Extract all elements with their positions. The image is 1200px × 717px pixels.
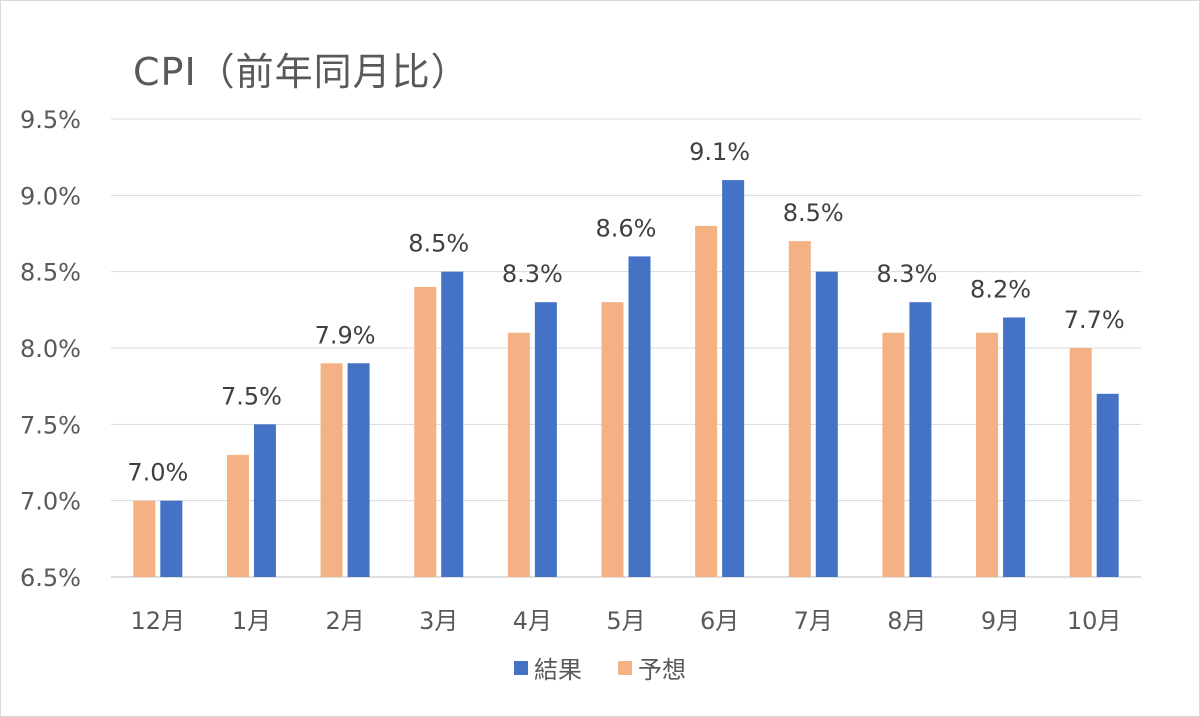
x-tick-label: 8月 <box>887 607 926 635</box>
data-label: 8.2% <box>970 275 1031 303</box>
y-tick-label: 9.0% <box>20 182 81 210</box>
bar-forecast <box>414 286 437 577</box>
x-tick-label: 6月 <box>700 607 739 635</box>
bar-forecast <box>226 454 249 577</box>
y-tick-label: 6.5% <box>20 564 81 592</box>
bar-forecast <box>507 332 530 577</box>
bar-forecast <box>788 241 811 577</box>
bar-actual <box>160 500 183 577</box>
data-label: 7.5% <box>221 382 282 410</box>
y-tick-label: 8.0% <box>20 335 81 363</box>
x-tick-label: 5月 <box>606 607 645 635</box>
x-tick-label: 1月 <box>232 607 271 635</box>
bar-forecast <box>133 500 156 577</box>
chart-title: CPI（前年同月比） <box>133 50 470 94</box>
legend-label: 結果 <box>534 656 582 684</box>
data-label: 8.3% <box>502 260 563 288</box>
data-label: 8.3% <box>876 260 937 288</box>
bar-actual <box>534 302 557 577</box>
bar-actual <box>815 271 838 577</box>
bar-actual <box>1096 393 1119 577</box>
bar-actual <box>722 180 745 578</box>
bar-forecast <box>1069 348 1092 577</box>
bar-actual <box>628 256 651 577</box>
x-tick-label: 12月 <box>131 607 186 635</box>
data-label: 8.5% <box>783 199 844 227</box>
legend-swatch <box>514 661 528 675</box>
legend-swatch <box>618 661 632 675</box>
bar-forecast <box>882 332 905 577</box>
bar-actual <box>441 271 464 577</box>
x-tick-label: 3月 <box>419 607 458 635</box>
y-tick-label: 7.5% <box>20 411 81 439</box>
bar-forecast <box>976 332 999 577</box>
bar-forecast <box>695 225 718 577</box>
x-tick-label: 9月 <box>981 607 1020 635</box>
data-label: 7.9% <box>315 321 376 349</box>
bar-forecast <box>601 302 624 577</box>
y-tick-label: 8.5% <box>20 259 81 287</box>
data-label: 9.1% <box>689 138 750 166</box>
y-tick-label: 9.5% <box>20 106 81 134</box>
bar-actual <box>1003 317 1026 577</box>
bar-forecast <box>320 363 343 577</box>
bar-actual <box>909 302 932 577</box>
data-label: 8.5% <box>408 230 469 258</box>
x-tick-label: 10月 <box>1067 607 1122 635</box>
legend-label: 予想 <box>638 656 686 684</box>
y-tick-label: 7.0% <box>20 488 81 516</box>
x-tick-label: 7月 <box>794 607 833 635</box>
data-label: 7.0% <box>127 459 188 487</box>
x-tick-label: 2月 <box>325 607 364 635</box>
data-label: 7.7% <box>1064 306 1125 334</box>
bar-actual <box>347 363 370 577</box>
bar-actual <box>253 424 276 577</box>
data-label: 8.6% <box>596 214 657 242</box>
x-tick-label: 4月 <box>513 607 552 635</box>
